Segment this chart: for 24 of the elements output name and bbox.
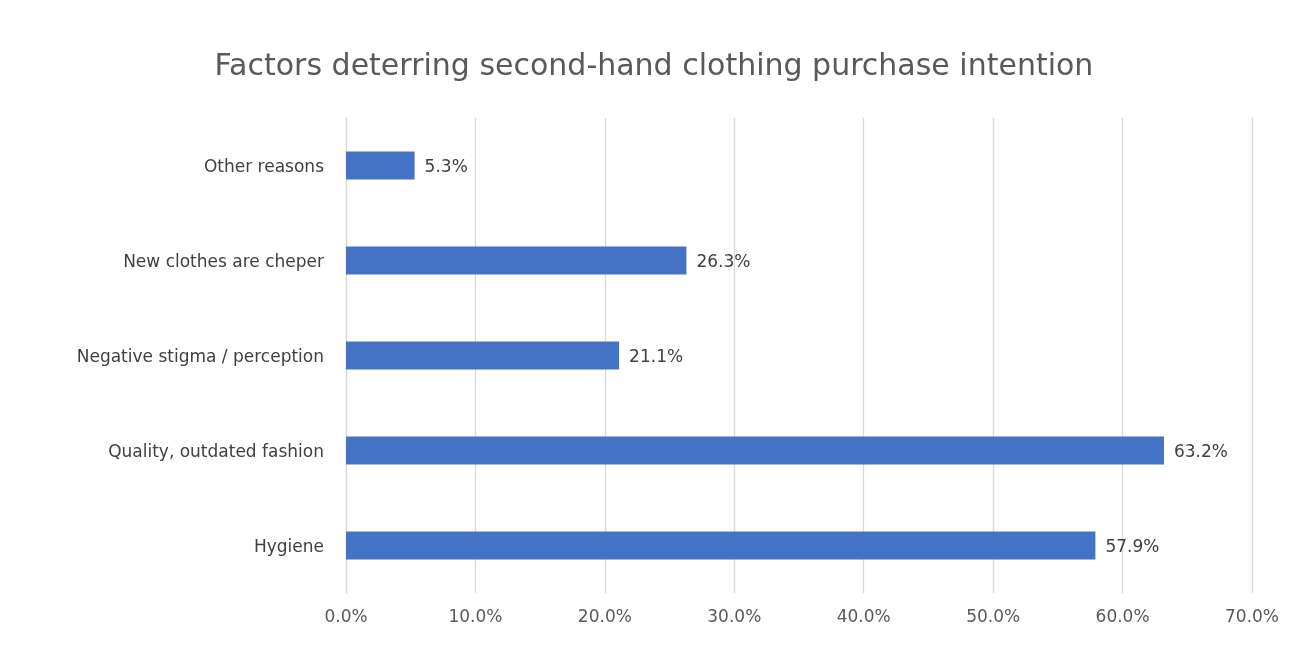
x-tick-label: 40.0% bbox=[836, 605, 891, 626]
x-tick-label: 70.0% bbox=[1224, 605, 1280, 626]
data-label: 26.3% bbox=[696, 250, 751, 271]
y-tick-label: New clothes are cheper bbox=[123, 250, 324, 271]
y-tick-label: Negative stigma / perception bbox=[76, 345, 324, 366]
bar bbox=[346, 531, 1096, 560]
data-label: 57.9% bbox=[1105, 535, 1160, 556]
data-label: 21.1% bbox=[629, 345, 684, 366]
data-label: 5.3% bbox=[424, 155, 468, 176]
x-tick-label: 30.0% bbox=[707, 605, 762, 626]
y-tick-label: Quality, outdated fashion bbox=[108, 440, 324, 461]
x-tick-label: 20.0% bbox=[577, 605, 632, 626]
bar bbox=[346, 151, 415, 180]
y-tick-label: Other reasons bbox=[203, 155, 325, 176]
bar bbox=[346, 436, 1164, 465]
data-label: 63.2% bbox=[1173, 440, 1228, 461]
x-tick-label: 60.0% bbox=[1095, 605, 1150, 626]
bar bbox=[346, 246, 687, 275]
x-tick-label: 50.0% bbox=[966, 605, 1021, 626]
y-tick-label: Hygiene bbox=[253, 535, 324, 556]
x-tick-label: 0.0% bbox=[324, 605, 368, 626]
chart-title: Factors deterring second-hand clothing purchase intention bbox=[214, 46, 1094, 82]
x-tick-label: 10.0% bbox=[448, 605, 503, 626]
bar bbox=[346, 341, 620, 370]
